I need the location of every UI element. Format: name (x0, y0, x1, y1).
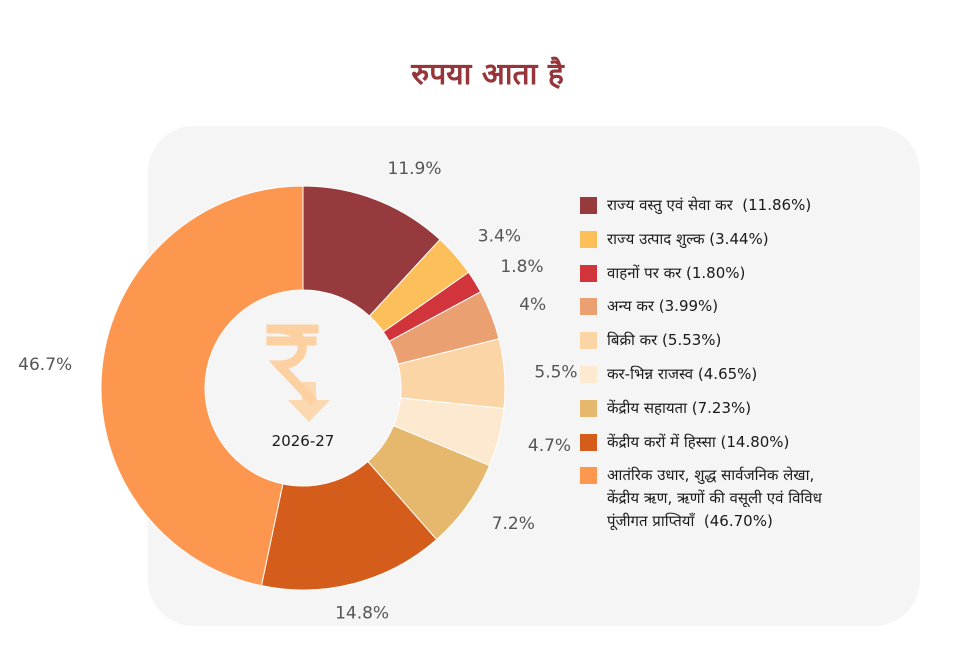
legend-swatch (580, 399, 597, 417)
slice-data-label: 4% (519, 295, 546, 315)
slice-data-label: 5.5% (534, 362, 577, 382)
legend-item: राज्य वस्तु एवं सेवा कर (11.86%) (580, 194, 880, 217)
legend-item: अन्य कर (3.99%) (580, 295, 880, 318)
legend-swatch (580, 433, 597, 451)
legend-swatch (580, 332, 597, 350)
legend-swatch (580, 298, 597, 316)
legend-item: वाहनों पर कर (1.80%) (580, 262, 880, 285)
legend-swatch (580, 264, 597, 282)
slice-data-label: 11.9% (388, 159, 442, 179)
legend-label: राज्य वस्तु एवं सेवा कर (11.86%) (607, 196, 812, 214)
chart-legend: राज्य वस्तु एवं सेवा कर (11.86%) राज्य उत… (580, 194, 880, 544)
legend-item: राज्य उत्पाद शुल्क (3.44%) (580, 228, 880, 251)
legend-label: आतंरिक उधार, शुद्ध सार्वजनिक लेखा, केंद्… (607, 466, 822, 531)
legend-swatch (580, 467, 597, 485)
chart-title: रुपया आता है (411, 57, 564, 92)
legend-swatch (580, 230, 597, 248)
legend-label: कर-भिन्न राजस्व (4.65%) (607, 364, 758, 383)
slice-data-label: 46.7% (18, 355, 72, 375)
slice-data-label: 7.2% (492, 514, 535, 534)
legend-label: अन्य कर (3.99%) (607, 297, 719, 316)
legend-swatch (580, 365, 597, 383)
slice-data-label: 3.4% (478, 227, 521, 247)
slice-data-label: 14.8% (335, 603, 389, 623)
legend-item: बिक्री कर (5.53%) (580, 329, 880, 352)
slice-data-label: 4.7% (528, 436, 571, 456)
donut-slices (100, 185, 506, 591)
legend-label: वाहनों पर कर (1.80%) (607, 263, 746, 282)
data-labels: 11.9% 3.4% 1.8% 4% 5.5% 4.7% 7.2% 14.8% 46.7% (18, 159, 577, 623)
legend-item: कर-भिन्न राजस्व (4.65%) (580, 363, 880, 386)
legend-label: केंद्रीय करों में हिस्सा (14.80%) (607, 432, 790, 451)
donut-slice (100, 185, 304, 587)
legend-label: केंद्रीय सहायता (7.23%) (607, 398, 752, 417)
rupee-down-arrow-icon (266, 324, 330, 422)
legend-item: आतंरिक उधार, शुद्ध सार्वजनिक लेखा, केंद्… (580, 464, 880, 533)
legend-item: केंद्रीय सहायता (7.23%) (580, 397, 880, 420)
legend-label: बिक्री कर (5.53%) (607, 331, 722, 350)
legend-label: राज्य उत्पाद शुल्क (3.44%) (607, 229, 769, 248)
legend-swatch (580, 197, 597, 214)
legend-item: केंद्रीय करों में हिस्सा (14.80%) (580, 431, 880, 454)
center-year-label: 2026-27 (272, 432, 335, 450)
slice-data-label: 1.8% (500, 257, 543, 277)
